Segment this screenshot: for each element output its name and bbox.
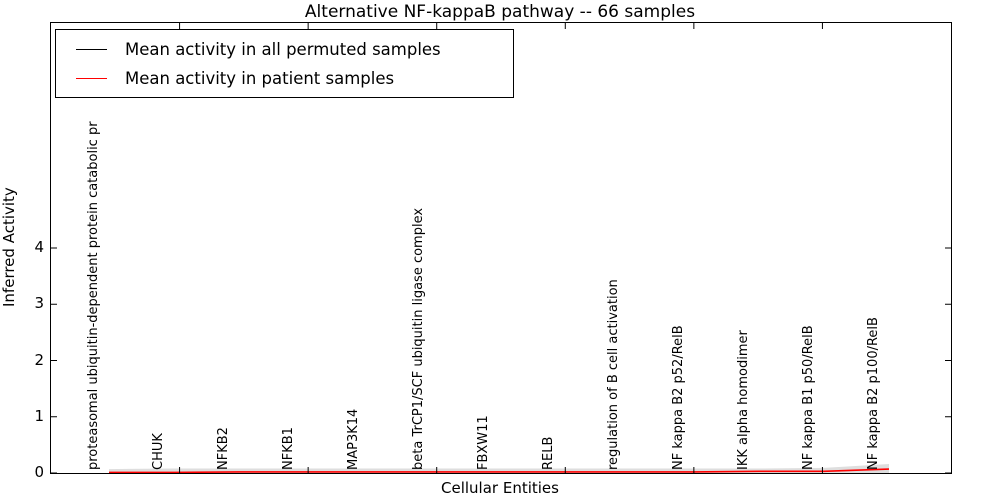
x-axis-label: NFKB2	[216, 427, 231, 470]
y-axis-tick-label: 3	[34, 294, 44, 313]
legend-item: Mean activity in all permuted samples	[56, 35, 513, 64]
x-axis-label: MAP3K14	[346, 408, 361, 470]
legend-line-permuted-samples	[76, 49, 107, 50]
y-axis-tick-label: 0	[34, 463, 44, 481]
x-axis-label: beta TrCP1/SCF ubiquitin ligase complex	[411, 207, 426, 470]
x-axis-title: Cellular Entities	[441, 479, 559, 497]
x-axis-label: NF kappa B2 p100/RelB	[866, 317, 881, 470]
legend-line-patient-samples	[76, 78, 107, 79]
x-axis-label: regulation of B cell activation	[606, 279, 621, 470]
x-axis-label: proteasomal ubiquitin-dependent protein …	[86, 121, 101, 470]
legend: Mean activity in all permuted samples Me…	[55, 29, 514, 98]
legend-label: Mean activity in all permuted samples	[125, 40, 441, 59]
x-axis-label: NFKB1	[281, 427, 296, 470]
x-axis-label: CHUK	[151, 433, 166, 470]
x-axis-label: IKK alpha homodimer	[736, 330, 751, 470]
x-axis-label: FBXW11	[476, 415, 491, 470]
legend-item: Mean activity in patient samples	[56, 64, 513, 93]
x-axis-label: RELB	[541, 436, 556, 470]
y-axis-title: Inferred Activity	[0, 187, 18, 307]
chart-title: Alternative NF-kappaB pathway -- 66 samp…	[304, 2, 696, 22]
x-axis-label: NF kappa B2 p52/RelB	[671, 325, 686, 470]
y-axis-tick-label: 1	[34, 406, 44, 425]
x-axis-label: NF kappa B1 p50/RelB	[801, 325, 816, 470]
y-axis-tick-label: 4	[34, 238, 44, 256]
series-line	[109, 468, 890, 473]
y-axis-tick-label: 2	[34, 350, 44, 369]
legend-label: Mean activity in patient samples	[125, 69, 395, 88]
chart-canvas	[51, 23, 951, 473]
